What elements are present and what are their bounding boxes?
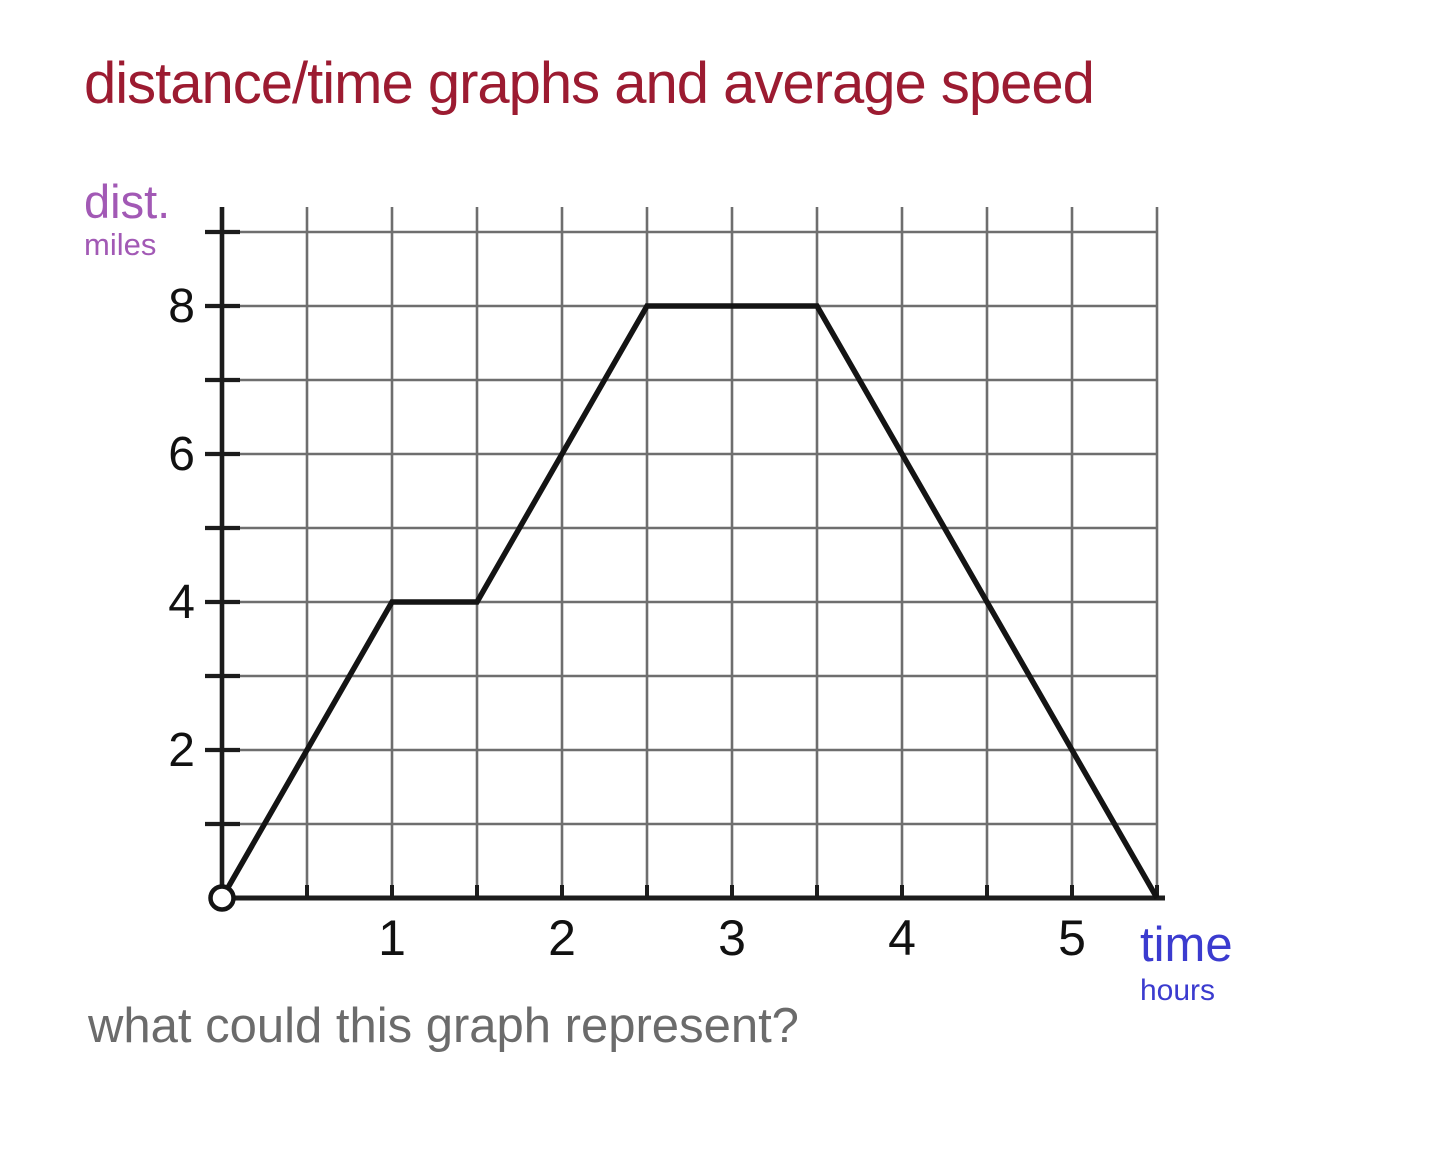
x-axis-label-main: time bbox=[1140, 918, 1233, 972]
x-tick-label: 2 bbox=[548, 910, 576, 966]
x-axis-label-unit: hours bbox=[1140, 974, 1216, 1007]
y-axis-label-unit: miles bbox=[84, 227, 157, 262]
x-tick-label: 3 bbox=[718, 910, 746, 966]
y-tick-label: 4 bbox=[168, 576, 195, 629]
y-tick-label: 8 bbox=[168, 280, 195, 333]
x-tick-label: 5 bbox=[1058, 910, 1086, 966]
y-tick-label: 6 bbox=[168, 428, 195, 481]
data-line bbox=[219, 303, 1160, 900]
y-axis-label: dist. miles bbox=[84, 178, 170, 260]
origin-marker-icon bbox=[208, 884, 236, 912]
y-tick-label: 2 bbox=[168, 724, 195, 777]
question-text: what could this graph represent? bbox=[88, 999, 799, 1053]
y-axis-label-main: dist. bbox=[84, 175, 171, 228]
x-axis-label: time hours bbox=[1140, 921, 1233, 1006]
x-tick-label: 4 bbox=[888, 910, 916, 966]
page-title: distance/time graphs and average speed bbox=[84, 51, 1095, 116]
x-tick-label: 1 bbox=[378, 910, 406, 966]
